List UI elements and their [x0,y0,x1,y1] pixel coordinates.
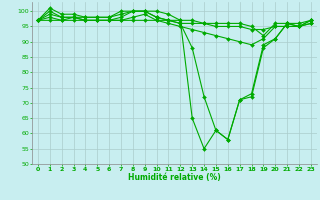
X-axis label: Humidité relative (%): Humidité relative (%) [128,173,221,182]
